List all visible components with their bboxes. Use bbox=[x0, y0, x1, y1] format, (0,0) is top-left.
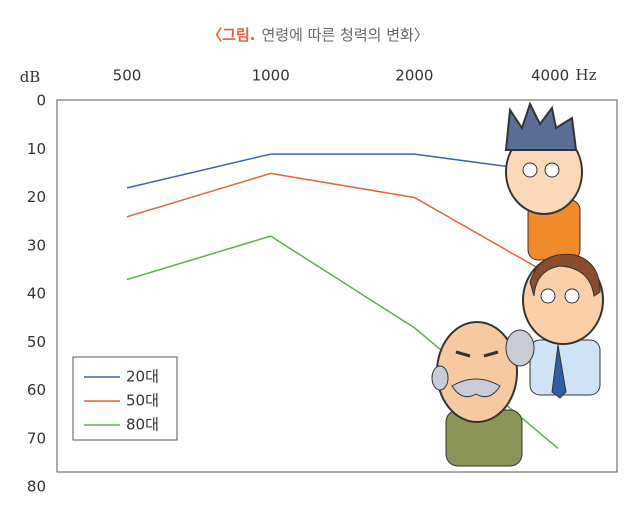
x-tick-label: 500 bbox=[113, 67, 142, 85]
legend-label: 50대 bbox=[126, 392, 159, 410]
x-tick-label: 4000 bbox=[531, 67, 569, 85]
x-axis-label: Hz bbox=[576, 66, 597, 84]
plot-frame bbox=[56, 99, 618, 473]
series-line bbox=[126, 153, 559, 189]
legend-label: 80대 bbox=[126, 416, 159, 434]
chart-title: 연령에 따른 청력의 변화〉 bbox=[262, 26, 429, 44]
x-tick-label: 2000 bbox=[395, 67, 433, 85]
y-tick-label: 30 bbox=[27, 236, 46, 254]
legend-label: 20대 bbox=[126, 368, 159, 386]
chart-title-group: 〈그림. 연령에 따른 청력의 변화〉 bbox=[207, 26, 429, 44]
y-tick-label: 50 bbox=[27, 333, 46, 351]
y-tick-label: 10 bbox=[27, 140, 46, 158]
illustration bbox=[431, 101, 604, 467]
legend-frame bbox=[72, 356, 178, 441]
y-tick-label: 70 bbox=[27, 429, 46, 447]
x-tick-label: 1000 bbox=[252, 67, 290, 85]
y-tick-label: 80 bbox=[27, 478, 46, 496]
title-label: 〈그림. bbox=[207, 26, 255, 44]
y-axis-label: dB bbox=[20, 68, 41, 86]
y-tick-label: 0 bbox=[36, 92, 46, 110]
series-line bbox=[126, 172, 559, 281]
y-tick-label: 60 bbox=[27, 381, 46, 399]
y-tick-label: 40 bbox=[27, 285, 46, 303]
y-tick-label: 20 bbox=[27, 188, 46, 206]
